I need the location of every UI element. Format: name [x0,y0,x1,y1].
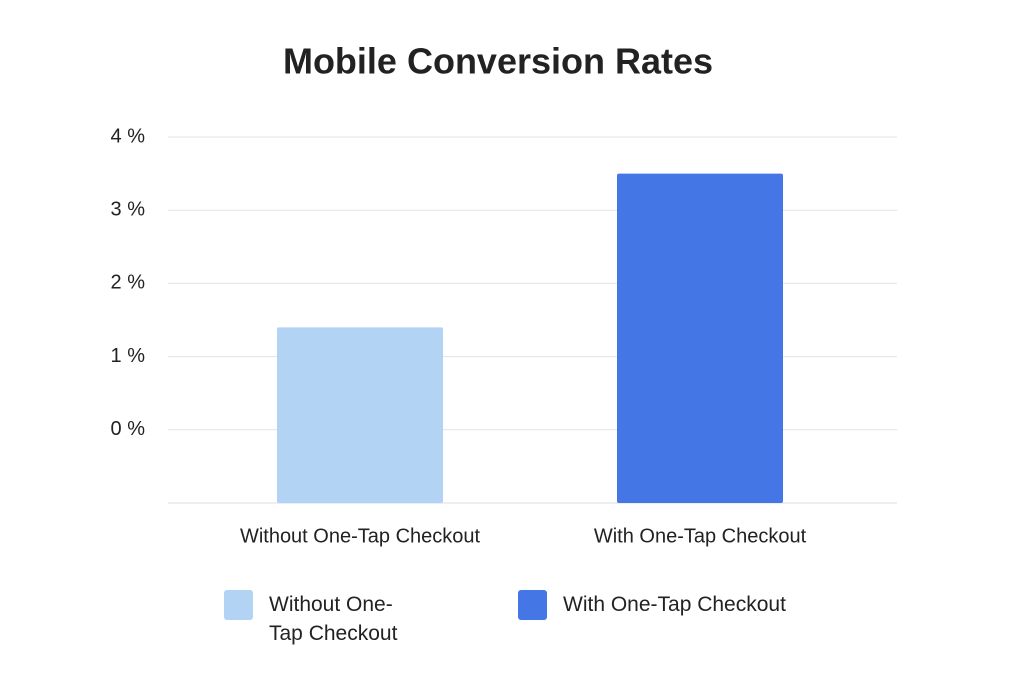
bar [277,327,443,503]
y-tick-label: 4 % [111,125,146,147]
legend-label: With One-Tap Checkout [563,593,786,616]
chart-title: Mobile Conversion Rates [283,41,713,82]
x-tick-label: Without One-Tap Checkout [240,525,481,547]
legend-label: Without One-Tap Checkout [269,593,398,645]
y-tick-label: 0 % [111,418,146,440]
legend-item: Without One-Tap Checkout [224,590,424,648]
y-tick-label: 2 % [111,272,146,294]
chart: Mobile Conversion Rates 0 % 1 % 2 % 3 % 4 % W… [111,41,897,547]
legend-swatch [224,590,253,620]
x-tick-label: With One-Tap Checkout [594,525,807,547]
legend: Without One-Tap Checkout With One-Tap Che… [0,590,1024,670]
y-tick-label: 3 % [111,198,146,220]
legend-swatch [518,590,547,620]
y-tick-label: 1 % [111,345,146,367]
legend-item: With One-Tap Checkout [518,590,818,620]
bar [617,173,783,503]
